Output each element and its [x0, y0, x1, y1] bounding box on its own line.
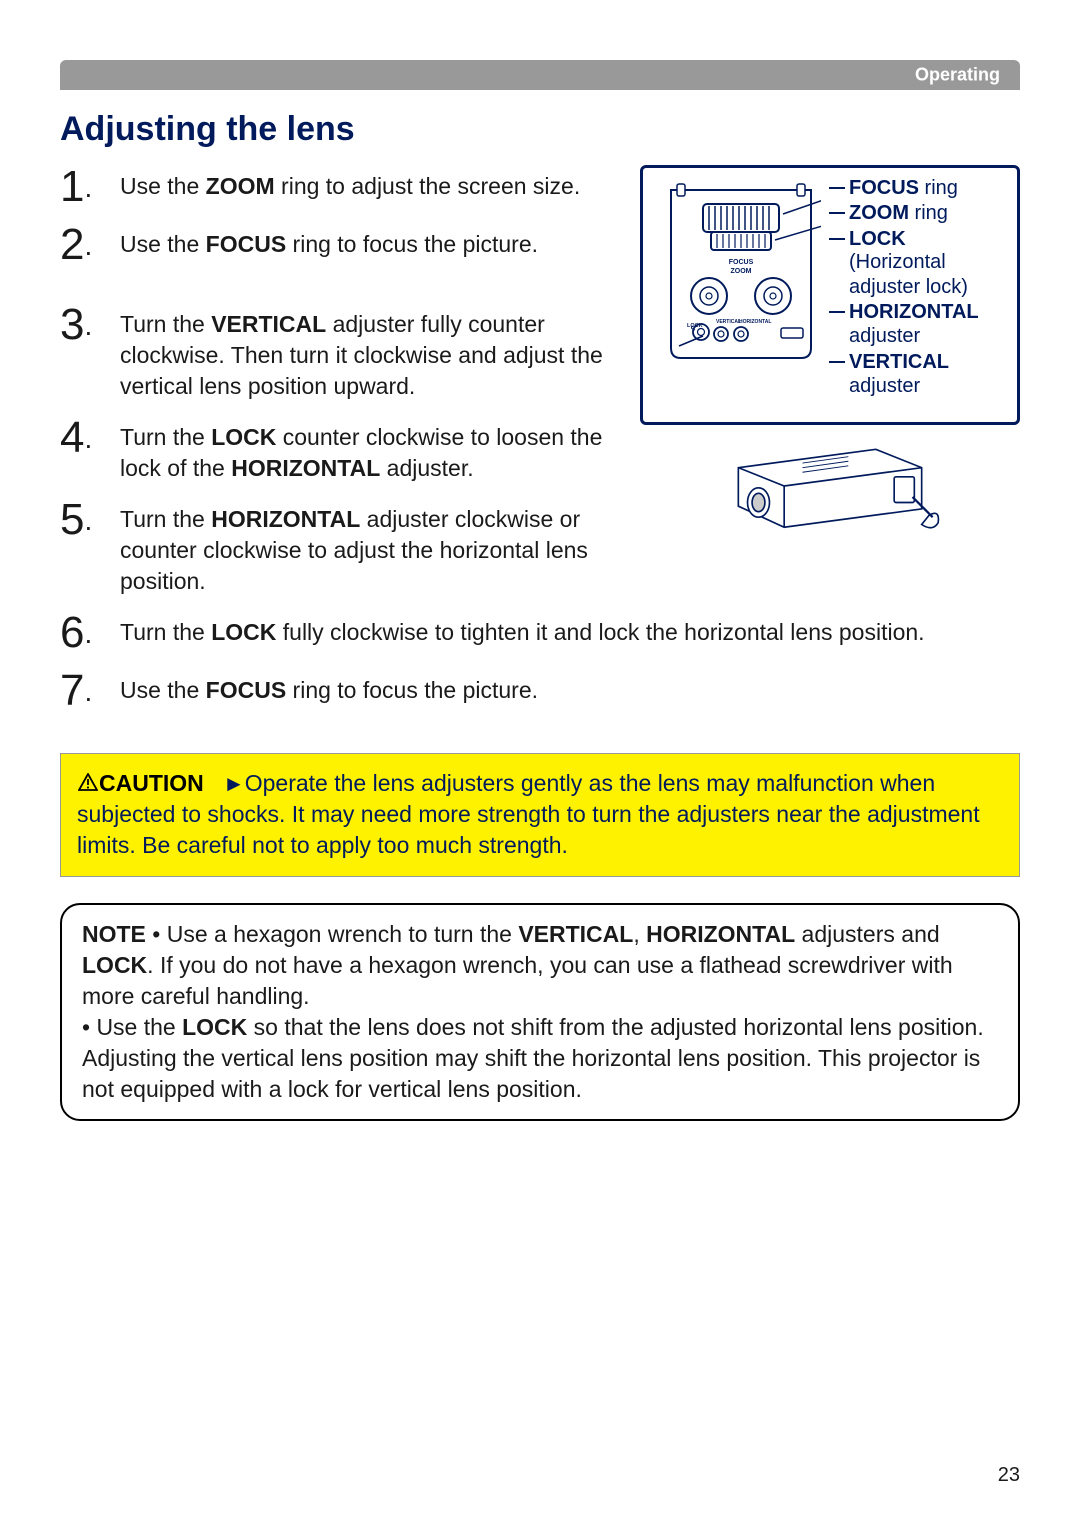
header-bar: Operating: [60, 60, 1020, 90]
svg-text:LOCK: LOCK: [687, 323, 703, 329]
steps-narrow: 1. Use the ZOOM ring to adjust the scree…: [60, 165, 620, 597]
content-wrap: 1. Use the ZOOM ring to adjust the scree…: [60, 165, 1020, 713]
page-number: 23: [998, 1464, 1020, 1487]
caution-box: CAUTION ►Operate the lens adjusters gent…: [60, 753, 1020, 876]
label-lock: LOCK: [829, 227, 1017, 251]
svg-text:ZOOM: ZOOM: [731, 268, 752, 275]
diagram-labels: FOCUS ring ZOOM ring LOCK (Horizontal ad…: [829, 176, 1017, 400]
step-text: Turn the LOCK fully clockwise to tighten…: [120, 611, 925, 648]
step-num: 3.: [60, 303, 120, 347]
step-3: 3. Turn the VERTICAL adjuster fully coun…: [60, 303, 620, 402]
step-5: 5. Turn the HORIZONTAL adjuster clockwis…: [60, 498, 620, 597]
step-4: 4. Turn the LOCK counter clockwise to lo…: [60, 416, 620, 484]
label-zoom: ZOOM ring: [829, 201, 1017, 225]
section-title: Adjusting the lens: [60, 110, 1020, 149]
step-text: Turn the VERTICAL adjuster fully counter…: [120, 303, 620, 402]
step-6: 6. Turn the LOCK fully clockwise to tigh…: [60, 611, 1020, 655]
step-num: 4.: [60, 416, 120, 460]
step-2: 2. Use the FOCUS ring to focus the pictu…: [60, 223, 620, 267]
label-focus: FOCUS ring: [829, 176, 1017, 200]
caution-text: Operate the lens adjusters gently as the…: [77, 770, 980, 858]
diagram-frame: FOCUS ZOOM: [640, 165, 1020, 425]
step-text: Use the ZOOM ring to adjust the screen s…: [120, 165, 580, 202]
step-num: 6.: [60, 611, 120, 655]
note-label: NOTE: [82, 921, 146, 947]
diagram-box: FOCUS ZOOM: [640, 165, 1020, 546]
step-num: 7.: [60, 669, 120, 713]
step-text: Turn the LOCK counter clockwise to loose…: [120, 416, 620, 484]
step-num: 1.: [60, 165, 120, 209]
note-box: NOTE • Use a hexagon wrench to turn the …: [60, 903, 1020, 1121]
lens-top-illustration: FOCUS ZOOM: [661, 178, 821, 418]
caution-label: CAUTION: [99, 770, 204, 796]
label-horizontal: HORIZONTAL adjuster: [829, 300, 1017, 349]
svg-text:FOCUS: FOCUS: [729, 259, 754, 266]
step-1: 1. Use the ZOOM ring to adjust the scree…: [60, 165, 620, 209]
step-text: Turn the HORIZONTAL adjuster clockwise o…: [120, 498, 620, 597]
step-text: Use the FOCUS ring to focus the picture.: [120, 223, 538, 260]
label-lock-sub: (Horizontal adjuster lock): [829, 250, 1017, 299]
caution-arrow-icon: ►: [223, 771, 245, 796]
step-text: Use the FOCUS ring to focus the picture.: [120, 669, 538, 706]
step-num: 2.: [60, 223, 120, 267]
header-section-label: Operating: [915, 65, 1000, 86]
svg-text:HORIZONTAL: HORIZONTAL: [739, 319, 771, 325]
projector-illustration: [640, 431, 1020, 546]
step-7: 7. Use the FOCUS ring to focus the pictu…: [60, 669, 1020, 713]
label-vertical: VERTICAL adjuster: [829, 350, 1017, 399]
warning-icon: [77, 768, 99, 799]
step-num: 5.: [60, 498, 120, 542]
